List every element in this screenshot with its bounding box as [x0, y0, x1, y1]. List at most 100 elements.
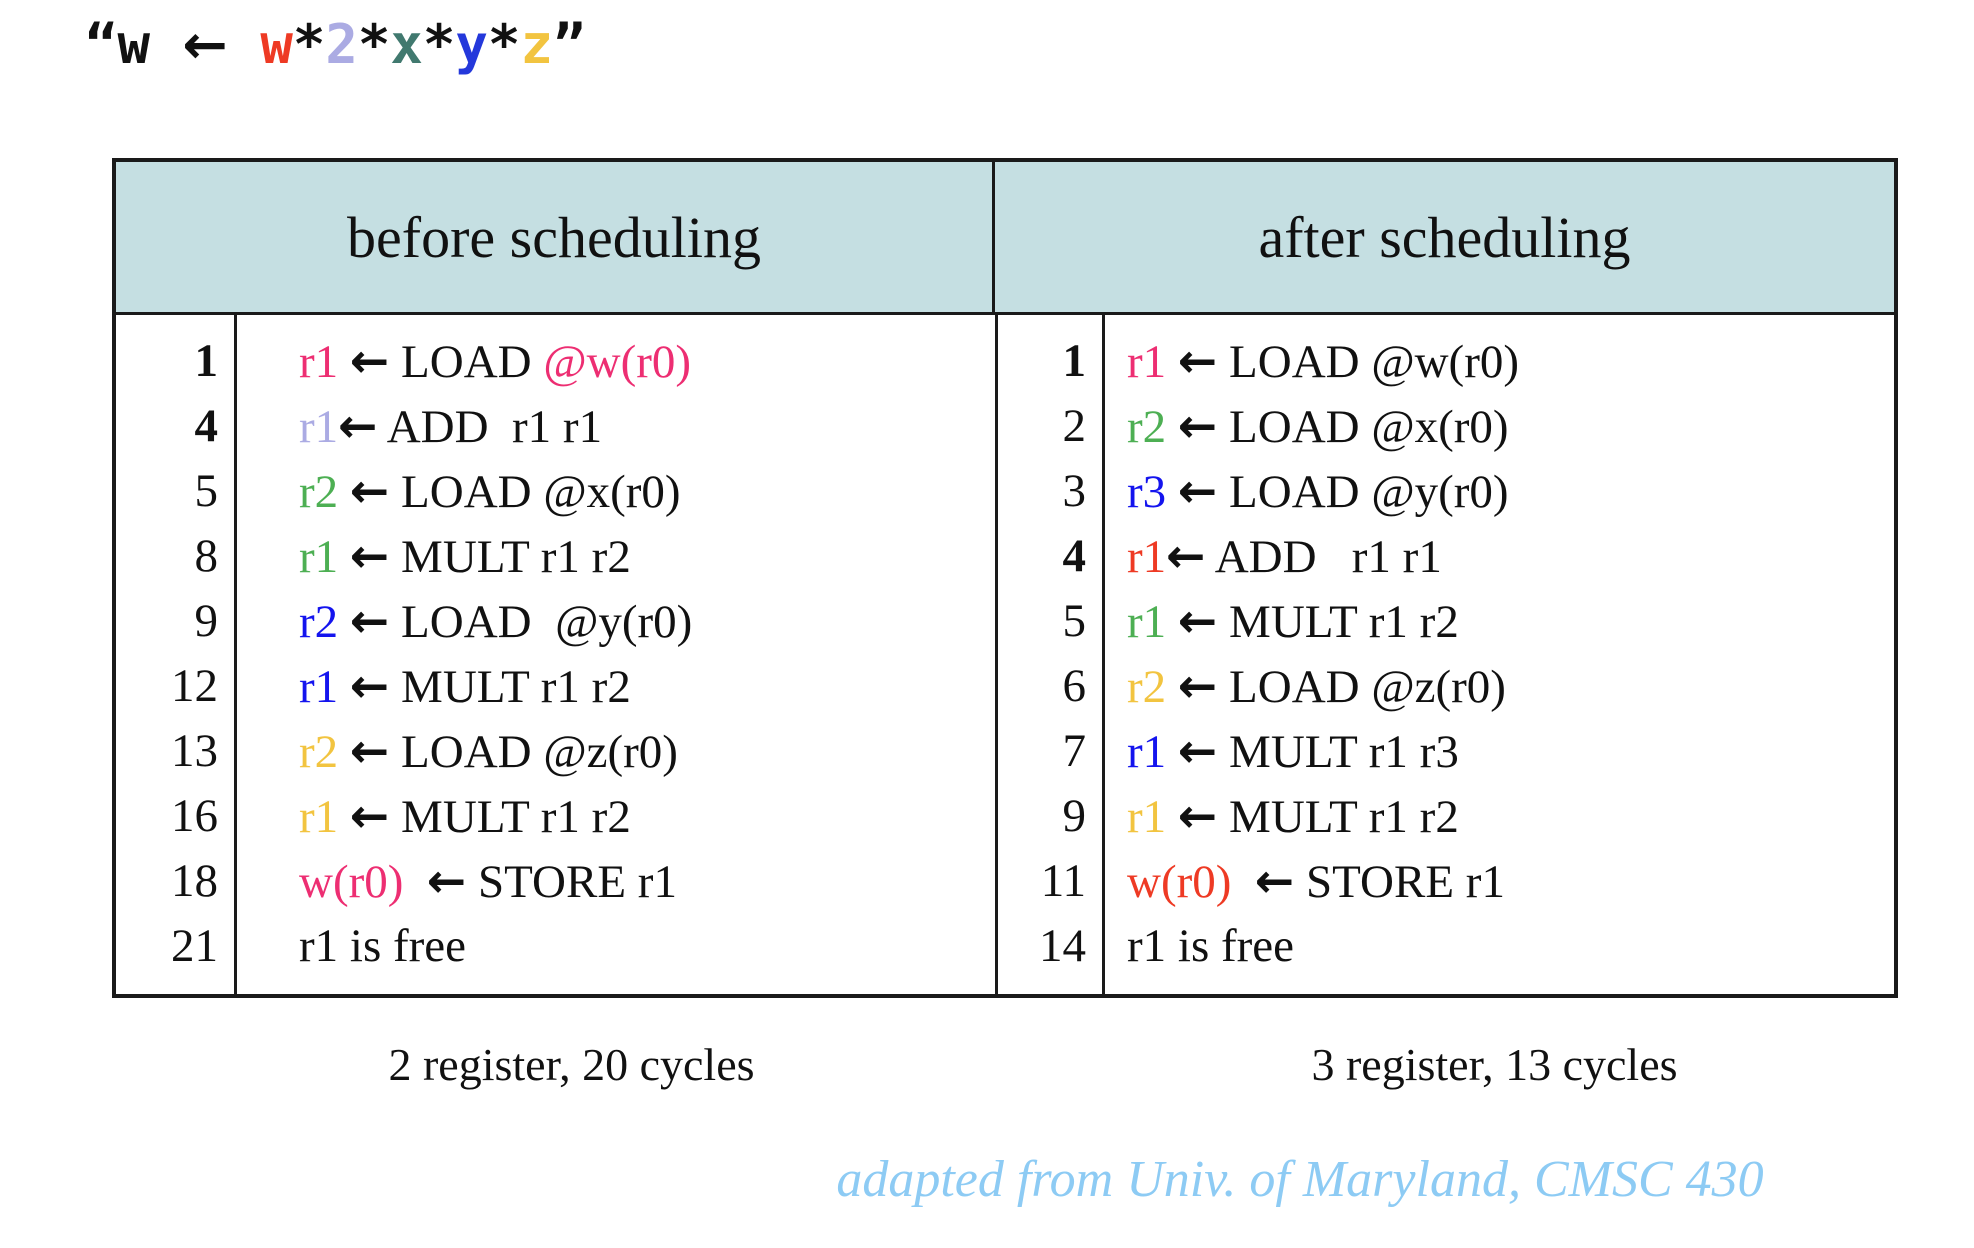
- left-arrow-glyph: ←: [349, 724, 390, 779]
- text-fragment: LOAD @w(r0): [1217, 336, 1520, 388]
- left-arrow-glyph: ←: [1166, 529, 1206, 584]
- instruction-text: r2 ← LOAD @z(r0): [299, 719, 995, 784]
- left-arrow-glyph: ←: [1177, 724, 1218, 779]
- colored-operand: r2: [299, 726, 339, 778]
- colored-operand: r1: [1127, 726, 1167, 778]
- cycle-number: 16: [171, 790, 218, 842]
- instruction-text: r1← ADD r1 r1: [1127, 524, 1894, 589]
- text-fragment: [338, 661, 350, 713]
- colored-operand: r2: [1127, 401, 1167, 453]
- before-scheduling-header: before scheduling: [116, 162, 995, 312]
- cycle-number: 12: [171, 660, 218, 712]
- text-fragment: MULT r1 r2: [389, 661, 631, 713]
- left-arrow-glyph: ←: [1254, 854, 1295, 909]
- colored-operand: z: [520, 13, 553, 76]
- instruction-text: r2 ← LOAD @y(r0): [299, 589, 995, 654]
- colored-operand: r1: [299, 661, 339, 713]
- cycle-number: 14: [1039, 920, 1086, 972]
- colored-operand: r1: [1127, 791, 1167, 843]
- colored-operand: w: [260, 13, 293, 76]
- left-arrow-glyph: ←: [349, 594, 390, 649]
- text-fragment: LOAD @y(r0): [1217, 466, 1509, 518]
- colored-operand: y: [455, 13, 488, 76]
- cycle-number: 6: [1062, 660, 1087, 712]
- colored-operand: r1: [299, 336, 339, 388]
- table-header-row: before scheduling after scheduling: [116, 162, 1894, 315]
- cycle-number: 4: [1062, 530, 1087, 582]
- left-arrow-glyph: ←: [349, 334, 390, 389]
- left-arrow-glyph: ←: [1177, 659, 1218, 714]
- instruction-text: r1 ← MULT r1 r2: [299, 784, 995, 849]
- instruction-text: w(r0) ← STORE r1: [299, 849, 995, 914]
- instruction-text: r1← ADD r1 r1: [299, 394, 995, 459]
- text-fragment: MULT r1 r2: [1217, 791, 1459, 843]
- text-fragment: [338, 791, 350, 843]
- left-arrow-glyph: ←: [1177, 399, 1218, 454]
- text-fragment: STORE r1: [466, 856, 677, 908]
- cycle-number: 1: [194, 335, 219, 387]
- text-fragment: LOAD @x(r0): [389, 466, 681, 518]
- text-fragment: [338, 596, 350, 648]
- text-fragment: [403, 856, 427, 908]
- text-fragment: [1166, 661, 1178, 713]
- text-fragment: MULT r1 r2: [389, 531, 631, 583]
- text-fragment: *: [422, 13, 456, 76]
- text-fragment: MULT r1 r2: [1217, 596, 1459, 648]
- text-fragment: [1166, 726, 1178, 778]
- cycle-number: 9: [194, 595, 219, 647]
- before-instruction-column: r1 ← LOAD @w(r0) r1← ADD r1 r1 r2 ← LOAD @…: [237, 315, 995, 994]
- colored-operand: 2: [325, 13, 358, 76]
- colored-operand: r1: [1127, 336, 1167, 388]
- cycle-number: 13: [171, 725, 218, 777]
- instruction-text: r3 ← LOAD @y(r0): [1127, 459, 1894, 524]
- colored-operand: r1: [299, 401, 339, 453]
- cycle-number: 2: [1062, 400, 1087, 452]
- left-arrow-glyph: ←: [349, 789, 390, 844]
- cycle-number: 5: [1062, 595, 1087, 647]
- cycle-number: 9: [1062, 790, 1087, 842]
- assignment-expression: “w ← w*2*x*y*z”: [85, 10, 585, 80]
- colored-operand: r1: [299, 531, 339, 583]
- after-instruction-column: r1 ← LOAD @w(r0) r2 ← LOAD @x(r0) r3 ← LOA…: [1105, 315, 1894, 994]
- text-fragment: LOAD: [389, 336, 544, 388]
- text-fragment: [338, 466, 350, 518]
- left-arrow-glyph: ←: [1177, 334, 1218, 389]
- text-fragment: [338, 726, 350, 778]
- colored-operand: w(r0): [1127, 856, 1232, 908]
- colored-operand: r2: [299, 596, 339, 648]
- left-arrow-glyph: ←: [1177, 464, 1218, 519]
- text-fragment: *: [292, 13, 326, 76]
- cycle-number: 21: [171, 920, 218, 972]
- after-caption: 3 register, 13 cycles: [1311, 1039, 1678, 1090]
- after-column: 1 2 3 4 5 6 7 9 11 14 r1 ← LOAD @w(r0) r2 ← LOAD @…: [995, 315, 1894, 994]
- left-arrow-glyph: ←: [338, 399, 378, 454]
- left-arrow-glyph: ←: [182, 13, 228, 76]
- text-fragment: [338, 531, 350, 583]
- cycle-number: 1: [1062, 335, 1087, 387]
- cycle-number: 4: [194, 400, 219, 452]
- instruction-text: r2 ← LOAD @z(r0): [1127, 654, 1894, 719]
- left-arrow-glyph: ←: [426, 854, 467, 909]
- text-fragment: *: [487, 13, 521, 76]
- colored-operand: r1: [299, 791, 339, 843]
- text-fragment: “w: [85, 13, 151, 76]
- text-fragment: MULT r1 r3: [1217, 726, 1459, 778]
- text-fragment: [228, 13, 261, 76]
- left-arrow-glyph: ←: [1177, 789, 1218, 844]
- text-fragment: [1166, 596, 1178, 648]
- instruction-text: r1 is free: [1127, 914, 1894, 979]
- text-fragment: [1166, 791, 1178, 843]
- text-fragment: MULT r1 r2: [389, 791, 631, 843]
- instruction-text: r1 is free: [299, 914, 995, 979]
- instruction-text: r1 ← MULT r1 r3: [1127, 719, 1894, 784]
- text-fragment: [1166, 466, 1178, 518]
- captions-row: 2 register, 20 cycles 3 register, 13 cyc…: [112, 1034, 1898, 1096]
- cycle-number: 7: [1062, 725, 1087, 777]
- text-fragment: *: [357, 13, 391, 76]
- colored-operand: w(r0): [299, 856, 404, 908]
- text-fragment: r1 is free: [1127, 920, 1295, 972]
- table-body: 1 4 5 8 9 12 13 16 18 21 r1 ← LOAD @w(r0) r1← ADD …: [116, 315, 1894, 994]
- before-cycle-number-column: 1 4 5 8 9 12 13 16 18 21: [116, 315, 237, 994]
- text-fragment: [150, 13, 183, 76]
